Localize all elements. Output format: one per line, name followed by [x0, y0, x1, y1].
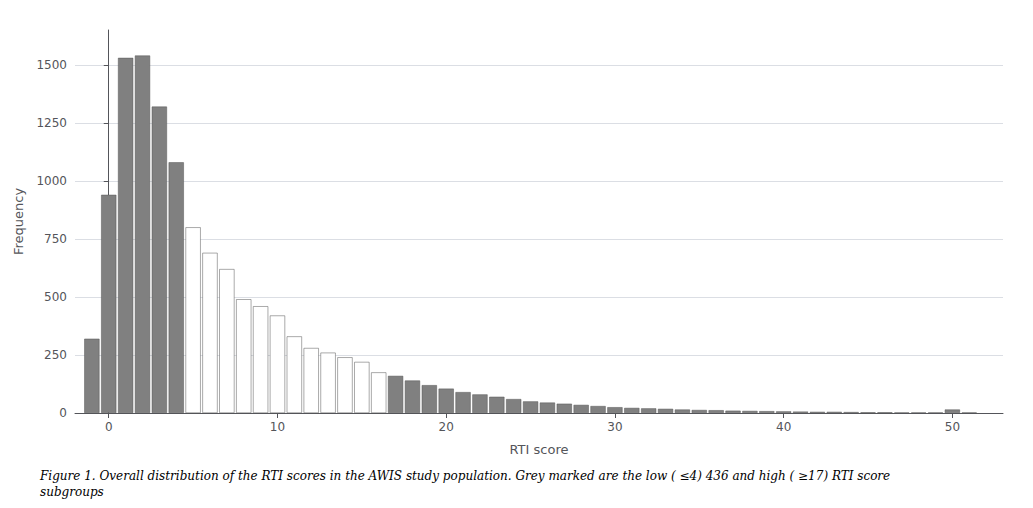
svg-text:0: 0	[59, 406, 67, 420]
svg-text:40: 40	[776, 420, 791, 434]
svg-text:250: 250	[44, 348, 67, 362]
svg-text:0: 0	[105, 420, 113, 434]
svg-text:10: 10	[270, 420, 285, 434]
svg-text:1500: 1500	[36, 58, 67, 72]
svg-text:1000: 1000	[36, 174, 67, 188]
svg-text:20: 20	[439, 420, 454, 434]
svg-text:Figure 1. Overall distribution: Figure 1. Overall distribution of the RT…	[39, 469, 890, 483]
svg-text:Frequency: Frequency	[11, 188, 26, 255]
svg-text:50: 50	[945, 420, 960, 434]
svg-text:30: 30	[607, 420, 622, 434]
svg-text:750: 750	[44, 232, 67, 246]
svg-text:1250: 1250	[36, 116, 67, 130]
svg-text:RTI score: RTI score	[510, 442, 569, 457]
svg-text:subgroups: subgroups	[40, 485, 104, 499]
svg-text:500: 500	[44, 290, 67, 304]
